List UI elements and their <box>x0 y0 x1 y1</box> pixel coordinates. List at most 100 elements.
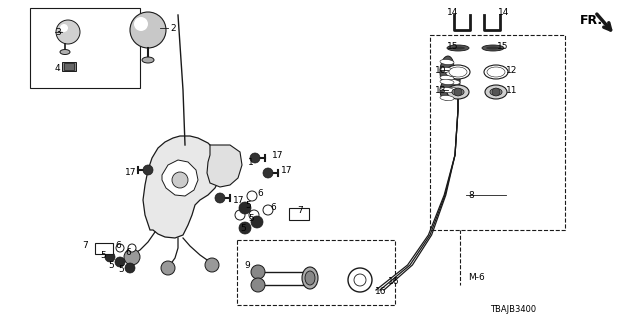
Bar <box>289 208 309 220</box>
Ellipse shape <box>142 57 154 63</box>
Ellipse shape <box>485 85 507 99</box>
Circle shape <box>205 258 219 272</box>
Ellipse shape <box>440 68 454 73</box>
Circle shape <box>263 168 273 178</box>
Circle shape <box>134 17 148 31</box>
Ellipse shape <box>447 85 469 99</box>
Text: M-6: M-6 <box>468 274 484 283</box>
Ellipse shape <box>440 87 454 92</box>
Ellipse shape <box>446 79 460 84</box>
Text: 17: 17 <box>233 196 244 204</box>
Circle shape <box>56 20 80 44</box>
Text: 5: 5 <box>245 201 251 210</box>
Text: TBAJB3400: TBAJB3400 <box>490 306 536 315</box>
Text: 13: 13 <box>435 85 447 94</box>
Ellipse shape <box>440 79 454 84</box>
Text: 5: 5 <box>248 213 253 222</box>
Ellipse shape <box>302 267 318 289</box>
Text: 12: 12 <box>506 66 517 75</box>
Ellipse shape <box>446 68 460 96</box>
Circle shape <box>249 210 259 220</box>
Circle shape <box>125 263 135 273</box>
Text: 9: 9 <box>244 260 250 269</box>
Text: 16: 16 <box>388 277 399 286</box>
Ellipse shape <box>60 50 70 54</box>
Text: 11: 11 <box>506 85 518 94</box>
Ellipse shape <box>440 56 454 84</box>
Text: 7: 7 <box>297 205 303 214</box>
Circle shape <box>239 202 251 214</box>
Circle shape <box>215 193 225 203</box>
Ellipse shape <box>446 71 460 76</box>
Text: 14: 14 <box>447 7 458 17</box>
Bar <box>237 240 395 305</box>
Text: FR.: FR. <box>580 13 603 27</box>
Text: 15: 15 <box>497 42 509 51</box>
Ellipse shape <box>440 60 454 65</box>
Ellipse shape <box>440 76 454 81</box>
Text: 10: 10 <box>435 66 447 75</box>
Ellipse shape <box>490 89 502 95</box>
Ellipse shape <box>440 95 454 100</box>
Circle shape <box>105 252 115 262</box>
Text: 3: 3 <box>55 28 61 36</box>
Circle shape <box>348 268 372 292</box>
Circle shape <box>116 244 124 252</box>
Text: 14: 14 <box>498 7 509 17</box>
Circle shape <box>354 274 366 286</box>
Ellipse shape <box>451 46 465 50</box>
Ellipse shape <box>486 46 500 50</box>
Ellipse shape <box>451 68 465 76</box>
Text: 16: 16 <box>375 287 387 297</box>
Text: 17: 17 <box>281 165 292 174</box>
Ellipse shape <box>482 45 504 51</box>
Ellipse shape <box>446 87 460 92</box>
Circle shape <box>492 88 500 96</box>
Circle shape <box>251 265 265 279</box>
Circle shape <box>454 88 462 96</box>
Ellipse shape <box>305 271 315 285</box>
Circle shape <box>251 278 265 292</box>
Ellipse shape <box>487 67 505 77</box>
Text: 17: 17 <box>125 167 136 177</box>
Bar <box>64 63 74 70</box>
Text: 17: 17 <box>272 150 284 159</box>
Circle shape <box>124 249 140 265</box>
Text: 8: 8 <box>468 190 474 199</box>
Text: 2: 2 <box>170 23 175 33</box>
Text: 7: 7 <box>82 241 88 250</box>
Bar <box>62 62 76 71</box>
Ellipse shape <box>452 89 464 95</box>
Text: 6: 6 <box>270 203 276 212</box>
Text: 15: 15 <box>447 42 458 51</box>
Bar <box>430 35 565 230</box>
Ellipse shape <box>440 80 454 100</box>
Circle shape <box>251 216 263 228</box>
Bar <box>95 243 113 254</box>
Circle shape <box>250 153 260 163</box>
Circle shape <box>247 191 257 201</box>
Circle shape <box>143 165 153 175</box>
Text: 4: 4 <box>55 63 61 73</box>
Ellipse shape <box>484 65 508 79</box>
Bar <box>30 8 140 88</box>
Ellipse shape <box>489 68 503 76</box>
Circle shape <box>263 205 273 215</box>
Polygon shape <box>162 160 198 196</box>
Polygon shape <box>207 145 242 187</box>
Text: 1: 1 <box>248 157 253 166</box>
Ellipse shape <box>447 45 469 51</box>
Ellipse shape <box>449 67 467 77</box>
Circle shape <box>130 12 166 48</box>
Ellipse shape <box>446 65 470 79</box>
Circle shape <box>115 257 125 267</box>
Polygon shape <box>143 136 222 238</box>
Circle shape <box>128 244 136 252</box>
Text: 6: 6 <box>115 241 121 250</box>
Circle shape <box>172 172 188 188</box>
Circle shape <box>239 222 251 234</box>
Circle shape <box>161 261 175 275</box>
Text: 5: 5 <box>118 266 124 275</box>
Text: 5: 5 <box>100 251 106 260</box>
Text: 5: 5 <box>240 223 246 233</box>
